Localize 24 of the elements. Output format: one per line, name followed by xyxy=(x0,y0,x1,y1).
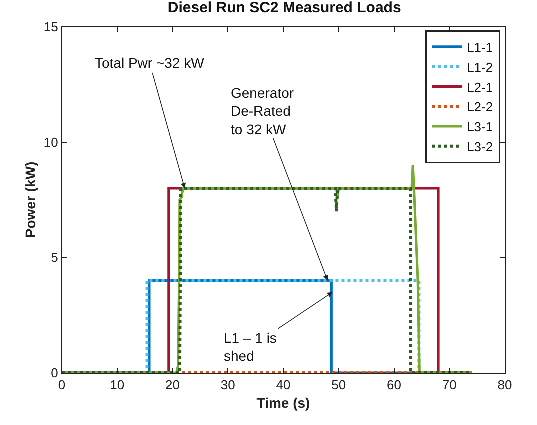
legend-label: L3-1 xyxy=(467,120,494,135)
legend-label: L2-1 xyxy=(467,80,494,95)
y-tick-label: 5 xyxy=(51,250,58,266)
annotation: Total Pwr ~32 kW xyxy=(95,55,206,71)
legend-label: L3-2 xyxy=(467,139,494,154)
x-tick-label: 70 xyxy=(442,378,457,393)
y-tick-label: 0 xyxy=(51,366,58,381)
x-tick-label: 30 xyxy=(220,378,236,393)
legend-label: L1-1 xyxy=(467,40,494,55)
y-tick-label: 10 xyxy=(44,134,58,150)
y-axis-title: Power (kW) xyxy=(22,162,39,238)
chart-title: Diesel Run SC2 Measured Loads xyxy=(168,0,402,17)
x-tick-label: 50 xyxy=(332,378,346,393)
x-axis-title: Time (s) xyxy=(256,394,310,411)
x-tick-label: 20 xyxy=(166,378,180,393)
x-tick-label: 60 xyxy=(387,378,402,393)
annotation: L1 – 1 is shed xyxy=(224,330,277,364)
legend-label: L2-2 xyxy=(467,100,494,115)
annotation: Generator De-Rated to 32 kW xyxy=(231,85,294,138)
y-tick-label: 15 xyxy=(44,20,58,35)
legend-label: L1-2 xyxy=(467,60,494,75)
x-tick-label: 10 xyxy=(110,378,125,393)
x-tick-label: 80 xyxy=(498,378,512,393)
x-tick-label: 40 xyxy=(276,378,291,393)
